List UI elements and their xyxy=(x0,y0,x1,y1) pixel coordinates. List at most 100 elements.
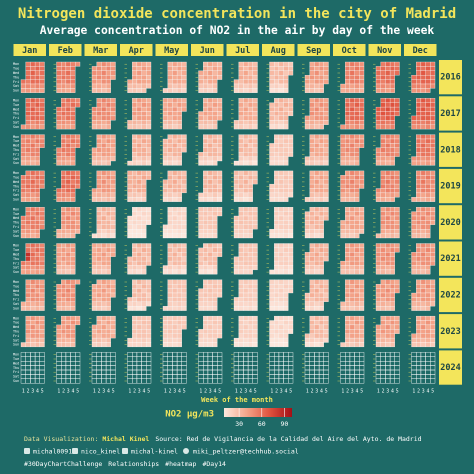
heat-cell xyxy=(91,337,97,343)
heat-cell xyxy=(136,183,142,189)
heat-cell xyxy=(176,83,182,89)
heat-cell xyxy=(238,111,244,117)
weekday-label: Wed xyxy=(13,325,19,329)
heat-cell xyxy=(146,134,152,140)
heat-cell xyxy=(309,183,315,189)
heat-cell xyxy=(181,324,187,330)
heat-cell xyxy=(136,297,142,302)
heat-cell xyxy=(207,143,213,148)
heat-cell xyxy=(288,175,294,180)
heat-cell xyxy=(203,243,209,249)
heat-cell xyxy=(389,188,395,194)
heat-cell xyxy=(394,183,400,189)
heat-cell xyxy=(247,301,253,307)
heat-cell xyxy=(65,152,71,157)
heat-cell xyxy=(207,197,213,202)
heat-cell xyxy=(70,170,76,176)
heat-cell xyxy=(146,243,152,249)
year-label: 2017 xyxy=(440,109,460,119)
heat-cell xyxy=(318,260,324,266)
heat-cell xyxy=(233,233,239,239)
heat-cell xyxy=(247,256,253,262)
heat-cell xyxy=(314,243,320,249)
heat-cell xyxy=(39,337,45,343)
heat-cell xyxy=(269,120,275,125)
heat-cell xyxy=(101,297,107,302)
heat-cell xyxy=(30,188,36,194)
heat-cell xyxy=(416,192,422,198)
heat-cell xyxy=(217,197,223,202)
heat-cell xyxy=(162,111,168,117)
heat-cell xyxy=(212,229,218,234)
heat-cell xyxy=(70,75,76,80)
heat-cell xyxy=(203,188,209,194)
heat-cell xyxy=(375,233,381,239)
heat-cell xyxy=(212,301,218,307)
heat-cell xyxy=(425,102,431,108)
heat-cell xyxy=(247,224,253,230)
heat-cell xyxy=(389,179,395,185)
heat-cell xyxy=(61,211,67,217)
heat-cell xyxy=(217,288,223,294)
heat-cell xyxy=(212,175,218,180)
heat-cell xyxy=(430,297,436,302)
heat-cell xyxy=(70,292,76,298)
heat-cell xyxy=(269,306,275,311)
heat-cell xyxy=(385,70,391,76)
heat-cell xyxy=(167,243,173,249)
heat-cell xyxy=(323,337,329,343)
heat-cell xyxy=(416,115,422,121)
heat-cell xyxy=(354,247,360,253)
heat-cell xyxy=(39,265,45,271)
heat-cell xyxy=(91,197,97,202)
heat-cell xyxy=(172,156,178,162)
heat-cell xyxy=(380,215,386,221)
heat-cell xyxy=(65,279,71,285)
heat-cell xyxy=(39,243,45,249)
heat-cell xyxy=(167,183,173,189)
heat-cell xyxy=(127,88,133,93)
heat-cell xyxy=(420,292,426,298)
heat-cell xyxy=(136,329,142,334)
weekday-label: Sun xyxy=(13,379,19,383)
heat-cell xyxy=(172,66,178,71)
heat-cell xyxy=(359,170,365,176)
heat-cell xyxy=(318,243,324,249)
heat-cell xyxy=(283,315,289,321)
heat-cell xyxy=(105,111,111,117)
heat-cell xyxy=(340,156,346,162)
heat-cell xyxy=(375,83,381,89)
heat-cell xyxy=(375,301,381,307)
heat-cell xyxy=(288,324,294,330)
heat-cell xyxy=(269,284,275,289)
heat-cell xyxy=(314,220,320,225)
heat-cell xyxy=(75,138,81,144)
heat-cell xyxy=(167,179,173,185)
heat-cell xyxy=(25,75,31,80)
heat-cell xyxy=(243,111,249,117)
heat-cell xyxy=(172,215,178,221)
heat-cell xyxy=(30,297,36,302)
heat-cell xyxy=(430,247,436,253)
heat-cell xyxy=(269,61,275,67)
heat-cell xyxy=(39,269,45,275)
heat-cell xyxy=(181,220,187,225)
heat-cell xyxy=(269,324,275,330)
heat-cell xyxy=(278,120,284,125)
heat-cell xyxy=(212,197,218,202)
heat-cell xyxy=(25,211,31,217)
heat-cell xyxy=(203,79,209,85)
heat-cell xyxy=(141,288,147,294)
heat-cell xyxy=(283,75,289,80)
heat-cell xyxy=(141,207,147,212)
heat-cell xyxy=(359,288,365,294)
heat-cell xyxy=(34,337,40,343)
heat-cell xyxy=(207,247,213,253)
heat-cell xyxy=(61,179,67,185)
heat-cell xyxy=(278,152,284,157)
heat-cell xyxy=(141,220,147,225)
heat-cell xyxy=(105,152,111,157)
heat-cell xyxy=(349,243,355,249)
heat-cell xyxy=(304,75,310,80)
heat-cell xyxy=(252,170,258,176)
